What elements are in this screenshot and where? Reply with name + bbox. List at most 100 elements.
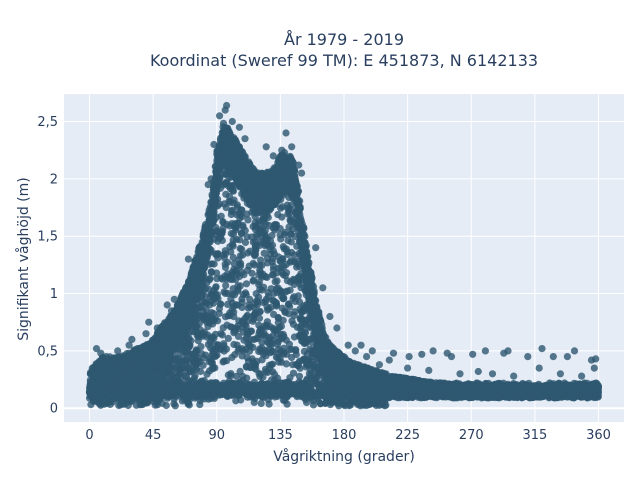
data-point: [255, 314, 264, 322]
data-point: [263, 338, 271, 346]
data-point: [218, 331, 226, 339]
data-point: [231, 220, 239, 228]
data-point: [246, 342, 254, 350]
data-point: [282, 269, 291, 277]
data-point: [277, 204, 285, 212]
data-point: [208, 365, 216, 373]
data-point: [205, 358, 213, 366]
data-point: [116, 358, 124, 366]
data-point: [224, 334, 232, 342]
data-point: [196, 367, 205, 376]
data-point: [197, 343, 205, 351]
data-point: [248, 269, 256, 277]
data-point: [260, 329, 268, 337]
data-point: [252, 242, 260, 250]
data-point: [223, 357, 231, 365]
data-point: [233, 211, 241, 219]
data-point: [210, 260, 218, 268]
data-point: [290, 311, 298, 319]
data-point: [273, 269, 281, 277]
data-point: [209, 299, 218, 307]
data-point: [229, 253, 237, 262]
data-point: [250, 276, 258, 284]
data-point: [257, 399, 265, 407]
data-point: [182, 357, 190, 365]
data-point: [265, 361, 274, 369]
data-point: [234, 282, 242, 290]
data-point: [282, 360, 290, 368]
data-point: [276, 225, 284, 233]
data-point: [280, 348, 288, 356]
data-point: [251, 261, 259, 269]
chart-title-line-2: Koordinat (Sweref 99 TM): E 451873, N 61…: [150, 51, 538, 70]
data-point: [185, 335, 193, 343]
data-point: [222, 190, 230, 198]
data-point: [233, 287, 242, 295]
data-point: [237, 262, 245, 270]
data-point: [236, 236, 244, 244]
data-point: [222, 204, 230, 212]
data-point: [215, 309, 223, 317]
data-point: [296, 305, 304, 313]
data-point: [214, 317, 222, 325]
data-point: [281, 231, 289, 239]
data-point: [204, 341, 212, 349]
data-point: [271, 221, 279, 229]
data-point: [274, 313, 282, 322]
data-point: [260, 249, 268, 257]
data-point: [289, 276, 297, 284]
data-point: [249, 312, 257, 320]
data-point: [277, 264, 285, 272]
data-point: [286, 286, 294, 294]
data-point: [228, 353, 236, 362]
data-point: [212, 352, 220, 360]
data-point: [295, 372, 304, 380]
data-point: [221, 289, 229, 297]
data-point: [296, 364, 304, 372]
data-point: [216, 345, 224, 353]
data-point: [214, 254, 222, 262]
data-point: [293, 263, 301, 271]
data-point: [285, 340, 293, 348]
data-point: [251, 218, 259, 227]
data-point: [239, 223, 247, 231]
data-point: [301, 329, 310, 337]
data-point: [254, 334, 262, 342]
data-point: [227, 229, 235, 238]
data-point: [222, 281, 230, 290]
data-point: [271, 327, 280, 335]
data-point: [262, 368, 270, 376]
data-point: [229, 236, 237, 244]
data-point: [236, 367, 244, 375]
data-point: [232, 324, 240, 332]
data-point: [239, 290, 247, 299]
data-point: [192, 313, 200, 321]
data-point: [212, 284, 220, 292]
data-point: [200, 316, 208, 324]
data-point: [288, 248, 296, 257]
data-point: [227, 370, 235, 378]
data-point: [316, 400, 324, 408]
data-point: [221, 313, 230, 321]
data-point: [258, 344, 266, 352]
data-point: [239, 323, 247, 331]
data-point: [290, 333, 298, 341]
data-point: [284, 210, 292, 218]
data-point: [278, 213, 286, 221]
data-point: [295, 277, 303, 285]
data-point: [266, 245, 274, 254]
data-point: [265, 345, 273, 353]
data-point: [219, 275, 227, 283]
data-point: [273, 277, 281, 285]
data-point: [281, 308, 289, 317]
data-point: [240, 336, 248, 344]
data-point: [208, 268, 216, 276]
data-point: [264, 288, 272, 297]
data-point: [296, 357, 304, 365]
data-point: [238, 245, 246, 253]
data-points: [85, 101, 603, 410]
data-point: [234, 301, 242, 309]
data-point: [203, 370, 211, 378]
data-point: [246, 295, 254, 303]
data-point: [262, 273, 270, 281]
